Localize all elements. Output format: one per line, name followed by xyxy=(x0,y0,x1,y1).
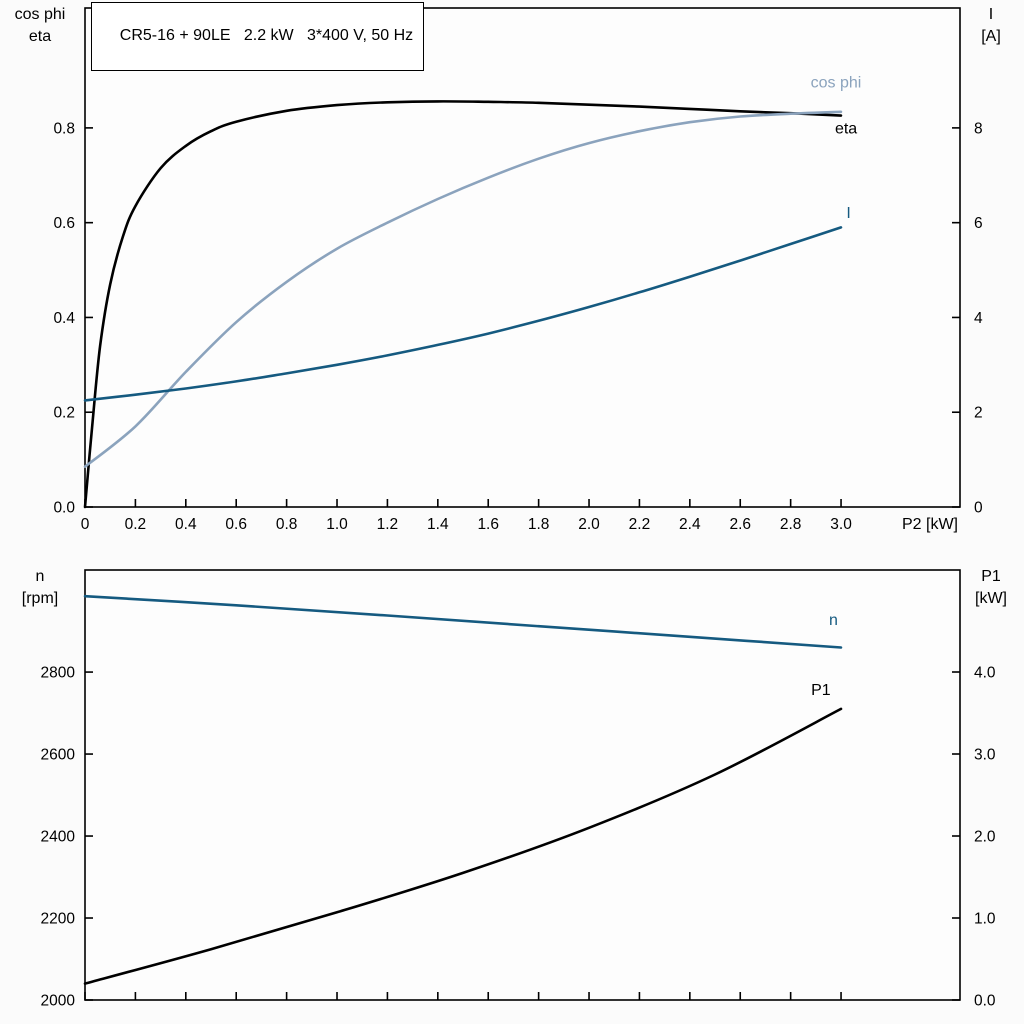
left-axis-title-eta: eta xyxy=(28,28,52,45)
x-tick-label: 1.4 xyxy=(427,516,449,533)
plot-frame xyxy=(84,7,961,508)
x-tick-label: 0.4 xyxy=(175,516,197,533)
series-label-n: n xyxy=(829,612,838,629)
left-tick-label: 2600 xyxy=(41,747,76,764)
x-tick-label: 2.4 xyxy=(679,516,701,533)
x-tick-label: 2.0 xyxy=(578,516,600,533)
bottom-right-axis-title: P1 [kW] xyxy=(960,566,1022,610)
x-tick-label: 1.6 xyxy=(477,516,499,533)
x-tick-label: 0 xyxy=(81,516,90,533)
left-tick-label: 0.6 xyxy=(53,215,75,232)
right-tick-label: 4 xyxy=(974,310,983,327)
x-tick-label: 2.8 xyxy=(780,516,802,533)
right-axis-title-power: P1 xyxy=(981,568,1001,585)
x-tick-label: 2.6 xyxy=(729,516,751,533)
right-tick-label: 3.0 xyxy=(974,747,996,764)
left-tick-label: 2400 xyxy=(41,829,76,846)
x-tick-label: 1.0 xyxy=(326,516,348,533)
right-tick-label: 2 xyxy=(974,405,983,422)
left-tick-label: 0.8 xyxy=(53,120,75,137)
series-label-P1: P1 xyxy=(811,682,831,699)
series-curve-P1 xyxy=(83,707,843,985)
left-axis-title-cosphi: cos phi xyxy=(14,6,66,23)
x-tick-label: 0.2 xyxy=(125,516,147,533)
right-tick-label: 1.0 xyxy=(974,911,996,928)
left-tick-label: 2200 xyxy=(41,911,76,928)
left-axis-title-speed-unit: [rpm] xyxy=(21,590,59,607)
x-tick-label: 1.8 xyxy=(528,516,550,533)
right-tick-label: 2.0 xyxy=(974,829,996,846)
series-curve-eta xyxy=(83,100,843,509)
bottom-left-axis-title: n [rpm] xyxy=(0,566,80,610)
plot-frame xyxy=(84,569,961,1001)
series-curve-I xyxy=(83,226,843,402)
right-tick-label: 0.0 xyxy=(974,993,996,1010)
series-curve-n xyxy=(83,594,843,649)
x-tick-label: 0.6 xyxy=(225,516,247,533)
x-tick-label: 1.2 xyxy=(377,516,399,533)
left-axis-title-speed: n xyxy=(35,568,45,585)
right-axis-title-current-unit: [A] xyxy=(981,28,1001,45)
series-label-eta: eta xyxy=(835,121,857,138)
top-right-axis-title: I [A] xyxy=(960,4,1022,48)
plot-0: 0 0.2 0.4 0.6 0.8 1.0 1.2 1.4 1.6 1.8 2.0 2.2 2.4 2.6… xyxy=(53,7,983,533)
left-tick-label: 2000 xyxy=(41,993,76,1010)
series-label-cos-phi: cos phi xyxy=(811,75,862,92)
x-tick-label: 3.0 xyxy=(830,516,852,533)
left-tick-label: 2800 xyxy=(41,665,76,682)
top-left-axis-title: cos phi eta xyxy=(0,4,80,48)
series-curve-cos-phi xyxy=(83,110,843,468)
x-tick-label: 0.8 xyxy=(276,516,298,533)
chart-title-box: CR5-16 + 90LE 2.2 kW 3*400 V, 50 Hz xyxy=(91,2,425,71)
right-tick-label: 8 xyxy=(974,120,983,137)
x-axis-label: P2 [kW] xyxy=(902,516,958,533)
right-tick-label: 0 xyxy=(974,500,983,517)
right-tick-label: 4.0 xyxy=(974,665,996,682)
left-tick-label: 0.4 xyxy=(53,310,75,327)
right-axis-title-power-unit: [kW] xyxy=(975,590,1007,607)
plot-1: 2000 2200 2400 2600 2800 0.0 1.0 2.0 3.0 4.0 n P1 xyxy=(41,569,996,1010)
series-label-I: I xyxy=(846,205,850,222)
left-tick-label: 0.2 xyxy=(53,405,75,422)
right-tick-label: 6 xyxy=(974,215,983,232)
x-tick-label: 2.2 xyxy=(629,516,651,533)
left-tick-label: 0.0 xyxy=(53,500,75,517)
right-axis-title-current: I xyxy=(988,6,994,23)
chart-title: CR5-16 + 90LE 2.2 kW 3*400 V, 50 Hz xyxy=(119,27,414,44)
